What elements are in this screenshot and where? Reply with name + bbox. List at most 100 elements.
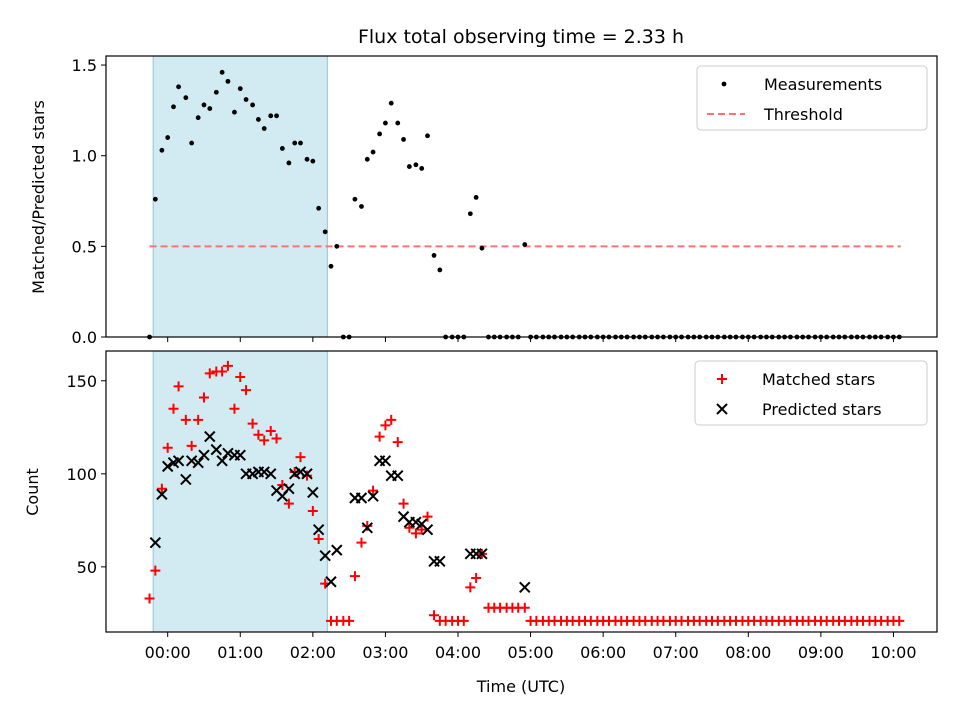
predicted-stars-point [421,523,434,536]
measurement-point [419,166,425,171]
matched-stars-point [465,582,476,593]
predicted-stars-point [222,447,234,460]
measurement-point [189,140,195,146]
predicted-stars-point [476,548,488,560]
measurement-point [328,263,334,269]
x-tick-label: 10:00 [870,643,916,662]
legend-label: Threshold [763,105,843,124]
measurement-point [370,149,376,155]
predicted-stars-point [325,576,337,588]
measurement-point [322,229,328,235]
predicted-stars-point [172,455,185,467]
measurement-point [304,156,310,162]
measurement-point [377,131,383,137]
matched-stars-point [241,385,252,396]
chart-title: Flux total observing time = 2.33 h [358,26,684,48]
y-tick-label: 0.0 [72,328,97,347]
bottom-y-axis-label: Count [23,468,42,516]
predicted-stars-point [156,488,168,500]
matched-stars-point [162,442,173,453]
top-y-axis-label: Matched/Predicted stars [29,100,48,294]
predicted-stars-point [312,523,325,536]
predicted-stars-point [519,581,531,594]
predicted-stars-point [392,469,404,482]
measurement-point [352,196,358,202]
matched-stars-point [198,392,209,403]
matched-stars-point [265,426,276,437]
measurement-point [195,115,201,121]
predicted-stars-point [149,536,162,549]
legend-marker-matched [717,374,727,384]
legend-marker-predicted [716,403,728,415]
x-tick-label: 05:00 [508,643,554,662]
matched-stars-point [313,533,324,544]
y-tick-label: 150 [66,372,97,391]
matched-stars-point [283,498,294,509]
bottom-panel: 50 100 150 00:00 01:00 02:00 03:00 04:00 05:00 06… [66,350,938,662]
measurement-point [213,89,219,95]
matched-stars-point [344,615,355,626]
measurement-point [225,78,231,84]
matched-stars-point [295,452,306,463]
legend-box [694,360,928,426]
measurement-point [406,164,412,169]
matched-stars-point [392,437,403,448]
x-axis-label: Time (UTC) [476,677,565,696]
measurement-point [274,113,279,119]
measurement-point [279,146,285,151]
predicted-stars-point [180,473,192,486]
axes-frame [105,350,938,633]
matched-stars-point [410,528,421,539]
measurement-point [395,120,401,126]
legend-marker-measurements [721,81,727,87]
y-tick-label: 1.5 [72,56,97,75]
measurement-point [256,117,261,122]
measurement-point [334,243,340,249]
axes-frame [105,55,938,338]
predicted-stars-point [185,455,198,467]
measurement-point [383,120,388,126]
y-tick-label: 0.5 [72,237,97,256]
x-tick-label: 04:00 [435,643,481,662]
matched-stars-point [307,506,318,517]
measurement-point [165,135,171,140]
x-tick-label: 02:00 [290,643,336,662]
matched-stars-point [458,615,469,626]
legend-label: Measurements [764,75,882,94]
matched-stars-point [259,435,270,446]
measurement-point [171,104,176,110]
predicted-stars-point [198,449,210,461]
predicted-stars-point [161,460,174,473]
measurement-point [183,95,189,101]
predicted-stars-point [294,466,307,478]
matched-stars-point [422,511,433,522]
measurement-point [522,242,528,247]
measurement-point [316,205,322,211]
predicted-stars-point [379,455,392,467]
top-panel: 0.0 0.5 1.0 1.5 Measurements Threshold [72,55,938,347]
x-tick-label: 07:00 [653,643,699,662]
legend-label: Matched stars [762,370,875,389]
measurement-point [243,97,249,102]
matched-stars-point [429,610,440,621]
matched-stars-point [362,520,373,531]
matched-stars-point [374,431,385,442]
predicted-stars-point [301,468,313,480]
measurement-point [176,84,181,90]
measurement-point [292,140,298,146]
x-tick-label: 00:00 [145,643,191,662]
predicted-stars-point [434,555,446,567]
legend-box [696,65,928,131]
matched-stars-point [349,571,360,582]
predicted-stars-point [361,522,373,534]
x-tick-label: 01:00 [217,643,263,662]
matched-stars-point [471,573,482,584]
measurement-point [237,86,243,92]
matched-stars-point [386,414,397,425]
measurement-point [310,158,316,164]
shaded-observing-span [153,56,328,337]
shaded-observing-span [153,351,328,632]
y-tick-label: 1.0 [72,147,97,166]
matched-stars-point [229,403,240,414]
x-tick-label: 03:00 [362,643,408,662]
